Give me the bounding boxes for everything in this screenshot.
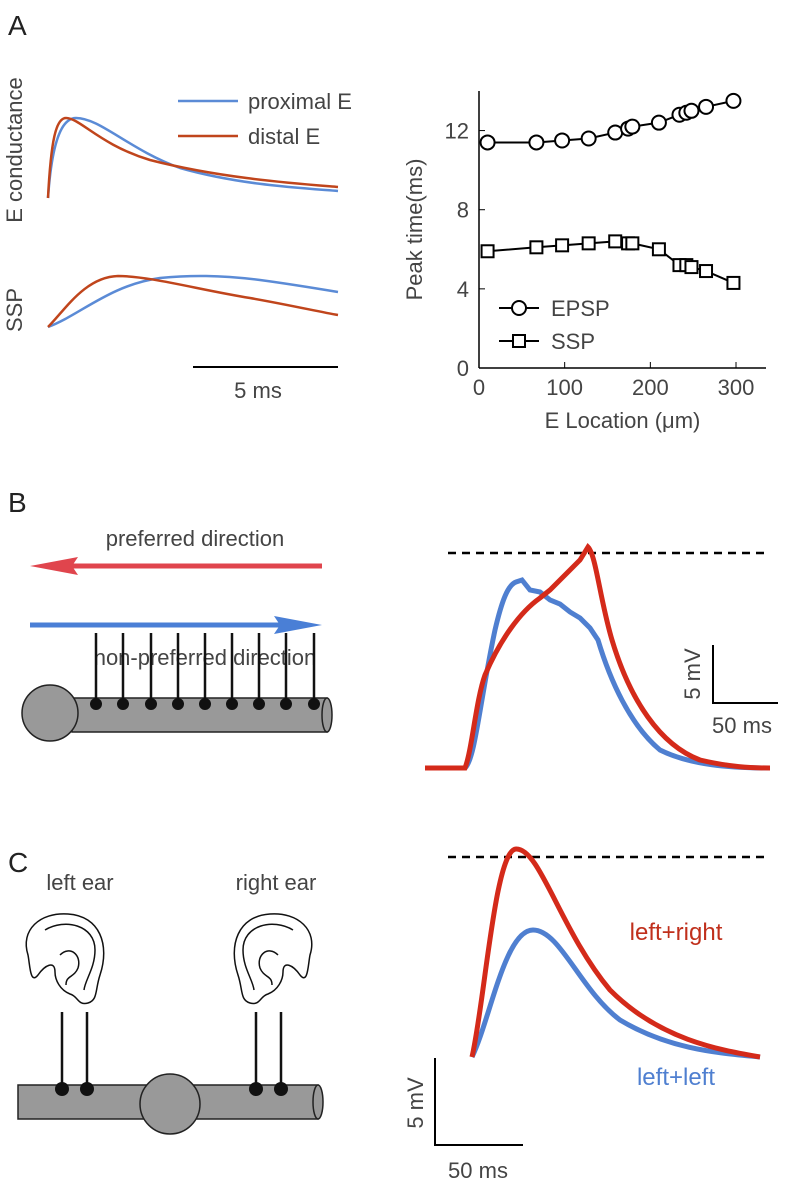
marker	[528, 134, 545, 151]
synapse	[172, 698, 184, 710]
marker	[580, 130, 597, 147]
scale-label: 5 mV	[403, 1077, 428, 1129]
marker	[625, 236, 640, 251]
x-tick-label: 300	[718, 375, 755, 400]
synapse	[80, 1082, 94, 1096]
soma	[139, 1073, 201, 1135]
synapse	[308, 698, 320, 710]
neuron	[17, 1012, 324, 1135]
soma	[21, 684, 79, 742]
x-tick-label: 200	[632, 375, 669, 400]
synapse	[199, 698, 211, 710]
trace	[46, 116, 339, 199]
legend-label: distal E	[248, 124, 320, 149]
synapse	[145, 698, 157, 710]
trace	[425, 542, 771, 771]
trace	[425, 577, 771, 771]
marker	[555, 238, 570, 253]
ear	[233, 913, 313, 1005]
panel-label: B	[8, 487, 27, 518]
legend-marker	[511, 300, 527, 316]
trace-label: left+right	[630, 919, 723, 946]
x-tick-label: 0	[473, 375, 485, 400]
synapse	[90, 698, 102, 710]
trace	[469, 846, 761, 1060]
scale-label: 50 ms	[712, 713, 772, 738]
x-label: E Location (μm)	[545, 408, 701, 433]
scale-bar	[712, 645, 778, 704]
y-label: SSP	[2, 288, 27, 332]
marker	[480, 244, 495, 259]
marker	[554, 132, 571, 149]
legend-marker	[512, 334, 526, 348]
x-tick-label: 100	[546, 375, 583, 400]
marker	[725, 92, 742, 109]
synapse	[274, 1082, 288, 1096]
synapse	[253, 698, 265, 710]
y-tick-label: 0	[457, 356, 469, 381]
dendrite-end	[312, 1084, 324, 1120]
scale-label: 50 ms	[448, 1158, 508, 1183]
trace	[46, 116, 339, 199]
marker	[651, 242, 666, 257]
synapse	[55, 1082, 69, 1096]
ear	[25, 913, 105, 1005]
scale-label: 5 mV	[680, 648, 705, 700]
marker	[529, 240, 544, 255]
marker	[684, 260, 699, 275]
scale-label: 5 ms	[234, 378, 282, 403]
chart: 0 4 8 12 0 100 200 300 E Location (μm) Peak time(…	[402, 91, 766, 433]
legend-label: EPSP	[551, 296, 610, 321]
marker	[683, 102, 700, 119]
dendrite-end	[321, 697, 333, 733]
marker	[608, 234, 623, 249]
y-tick-label: 4	[457, 277, 469, 302]
marker	[698, 98, 715, 115]
synapse	[249, 1082, 263, 1096]
marker	[581, 236, 596, 251]
marker	[726, 275, 741, 290]
marker	[479, 134, 496, 151]
synapse	[226, 698, 238, 710]
y-label: E conductance	[2, 77, 27, 223]
neuron	[21, 633, 333, 742]
ear-label: right ear	[236, 870, 317, 895]
ear-label: left ear	[46, 870, 113, 895]
marker	[650, 114, 667, 131]
trace	[47, 274, 339, 328]
legend-label: SSP	[551, 329, 595, 354]
arrow-head	[30, 557, 78, 575]
marker	[699, 264, 714, 279]
synapse	[280, 698, 292, 710]
arrow-head	[274, 616, 322, 634]
legend-label: proximal E	[248, 89, 352, 114]
y-label: Peak time(ms)	[402, 159, 427, 301]
trace-label: left+left	[637, 1064, 715, 1091]
trace	[47, 274, 339, 329]
panel-label: C	[8, 847, 28, 878]
trace	[469, 927, 761, 1060]
panel-label: A	[8, 10, 27, 41]
scale-bar	[434, 1058, 523, 1146]
arrow-label: preferred direction	[106, 526, 285, 551]
y-tick-label: 8	[457, 198, 469, 223]
marker	[607, 124, 624, 141]
y-tick-label: 12	[445, 119, 469, 144]
marker	[624, 118, 641, 135]
synapse	[117, 698, 129, 710]
